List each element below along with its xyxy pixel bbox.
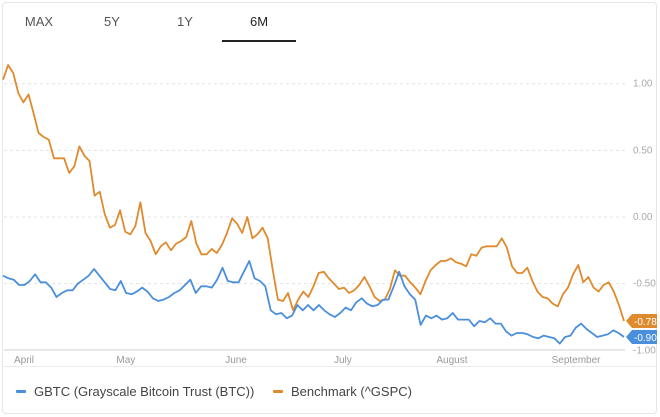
x-tick-label: August <box>436 355 467 366</box>
legend: GBTC (Grayscale Bitcoin Trust (BTC)) Ben… <box>0 384 660 404</box>
benchmark-swatch-icon <box>273 390 283 393</box>
benchmark-end-label: -0.78 <box>626 313 657 328</box>
y-tick-label: -1.00 <box>633 345 656 356</box>
x-tick-label: September <box>552 355 602 366</box>
legend-label-gbtc: GBTC (Grayscale Bitcoin Trust (BTC)) <box>34 384 255 399</box>
y-tick-label: 0.50 <box>633 145 653 156</box>
legend-item-gbtc[interactable]: GBTC (Grayscale Bitcoin Trust (BTC)) <box>16 384 254 399</box>
line-chart: 1.000.500.00-0.50-1.00 April May June July A… <box>2 64 657 366</box>
legend-label-benchmark: Benchmark (^GSPC) <box>291 384 412 399</box>
y-axis-ticks: 1.00 0.50 0.00 -0.50 -1.00 <box>633 79 656 357</box>
gbtc-end-label: -0.90 <box>626 329 657 344</box>
x-tick-label: April <box>14 355 34 366</box>
x-tick-label: July <box>334 355 352 366</box>
tab-1y[interactable]: 1Y <box>177 14 193 29</box>
y-tick-label: 1.00 <box>633 79 653 90</box>
end-value-labels: -0.78 -0.90 <box>626 313 657 344</box>
tab-6m[interactable]: 6M <box>249 14 269 29</box>
x-tick-label: June <box>225 355 247 366</box>
tab-5y[interactable]: 5Y <box>104 14 120 29</box>
gbtc-swatch-icon <box>16 390 26 393</box>
grid-lines <box>4 83 625 285</box>
gbtc-line <box>2 260 625 345</box>
tab-max[interactable]: MAX <box>24 14 54 29</box>
time-range-tabs: MAX 5Y 1Y 6M <box>0 0 330 44</box>
svg-text:-0.90: -0.90 <box>634 333 657 344</box>
active-tab-indicator <box>222 40 296 42</box>
y-tick-label: -0.50 <box>633 279 656 290</box>
y-tick-label: 0.00 <box>633 212 653 223</box>
svg-text:-0.78: -0.78 <box>634 317 657 328</box>
legend-item-benchmark[interactable]: Benchmark (^GSPC) <box>273 384 412 399</box>
legend-divider <box>2 366 657 367</box>
x-tick-label: May <box>116 355 135 366</box>
benchmark-line <box>2 64 625 322</box>
x-axis-ticks: April May June July August September <box>14 355 601 366</box>
